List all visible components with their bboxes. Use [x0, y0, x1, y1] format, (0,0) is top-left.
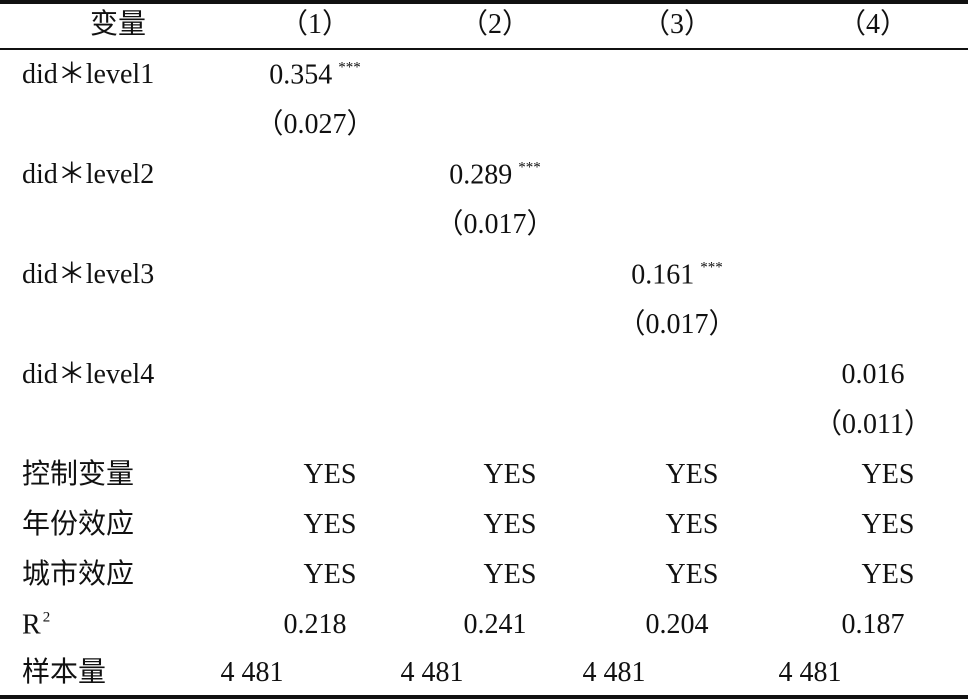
- standard-error: （0.011）: [814, 409, 932, 440]
- indicator: YES: [303, 459, 357, 490]
- row-label: did＊level4: [22, 359, 155, 390]
- column-header: 变量: [89, 9, 147, 40]
- column-header: （2）: [459, 9, 531, 40]
- indicator: YES: [303, 559, 357, 590]
- indicator: YES: [483, 459, 537, 490]
- top-rule: [0, 0, 968, 4]
- header-rule: [0, 48, 968, 50]
- bottom-rule: [0, 695, 968, 699]
- r-squared: 0.187: [841, 609, 905, 640]
- row-label: 年份效应: [22, 509, 135, 540]
- coef-value: 0.016: [841, 359, 905, 390]
- indicator: YES: [483, 559, 537, 590]
- row-label: did＊level1: [22, 59, 155, 90]
- sample-size: 4 481: [778, 657, 842, 688]
- coefficient: 0.354 ***: [269, 59, 361, 91]
- r-squared: 0.204: [645, 609, 709, 640]
- coef-value: 0.289: [449, 159, 513, 191]
- superscript: ***: [518, 159, 541, 176]
- r-squared: 0.218: [283, 609, 347, 640]
- row-label: 样本量: [22, 657, 107, 688]
- coefficient: 0.289 ***: [449, 159, 541, 191]
- superscript: ***: [700, 259, 723, 276]
- row-label: did＊level2: [22, 159, 155, 190]
- sample-size: 4 481: [220, 657, 284, 688]
- column-header: （3）: [641, 9, 713, 40]
- standard-error: （0.017）: [617, 309, 737, 340]
- indicator: YES: [483, 509, 537, 540]
- coef-value: 0.161: [631, 259, 695, 291]
- superscript: 2: [42, 609, 51, 626]
- row-label: did＊level3: [22, 259, 155, 290]
- indicator: YES: [665, 459, 719, 490]
- standard-error: （0.017）: [435, 209, 555, 240]
- indicator: YES: [665, 559, 719, 590]
- sample-size: 4 481: [582, 657, 646, 688]
- standard-error: （0.027）: [255, 109, 375, 140]
- coefficient: 0.161 ***: [631, 259, 723, 291]
- row-label: 控制变量: [22, 459, 135, 490]
- indicator: YES: [861, 509, 915, 540]
- row-label: 城市效应: [22, 559, 135, 590]
- superscript: ***: [338, 59, 361, 76]
- coefficient: 0.016: [842, 361, 905, 389]
- indicator: YES: [861, 559, 915, 590]
- indicator: YES: [665, 509, 719, 540]
- r-squared: 0.241: [463, 609, 527, 640]
- sample-size: 4 481: [400, 657, 464, 688]
- indicator: YES: [303, 509, 357, 540]
- column-header: （4）: [837, 9, 909, 40]
- column-header: （1）: [279, 9, 351, 40]
- coef-value: 0.354: [269, 59, 333, 91]
- indicator: YES: [861, 459, 915, 490]
